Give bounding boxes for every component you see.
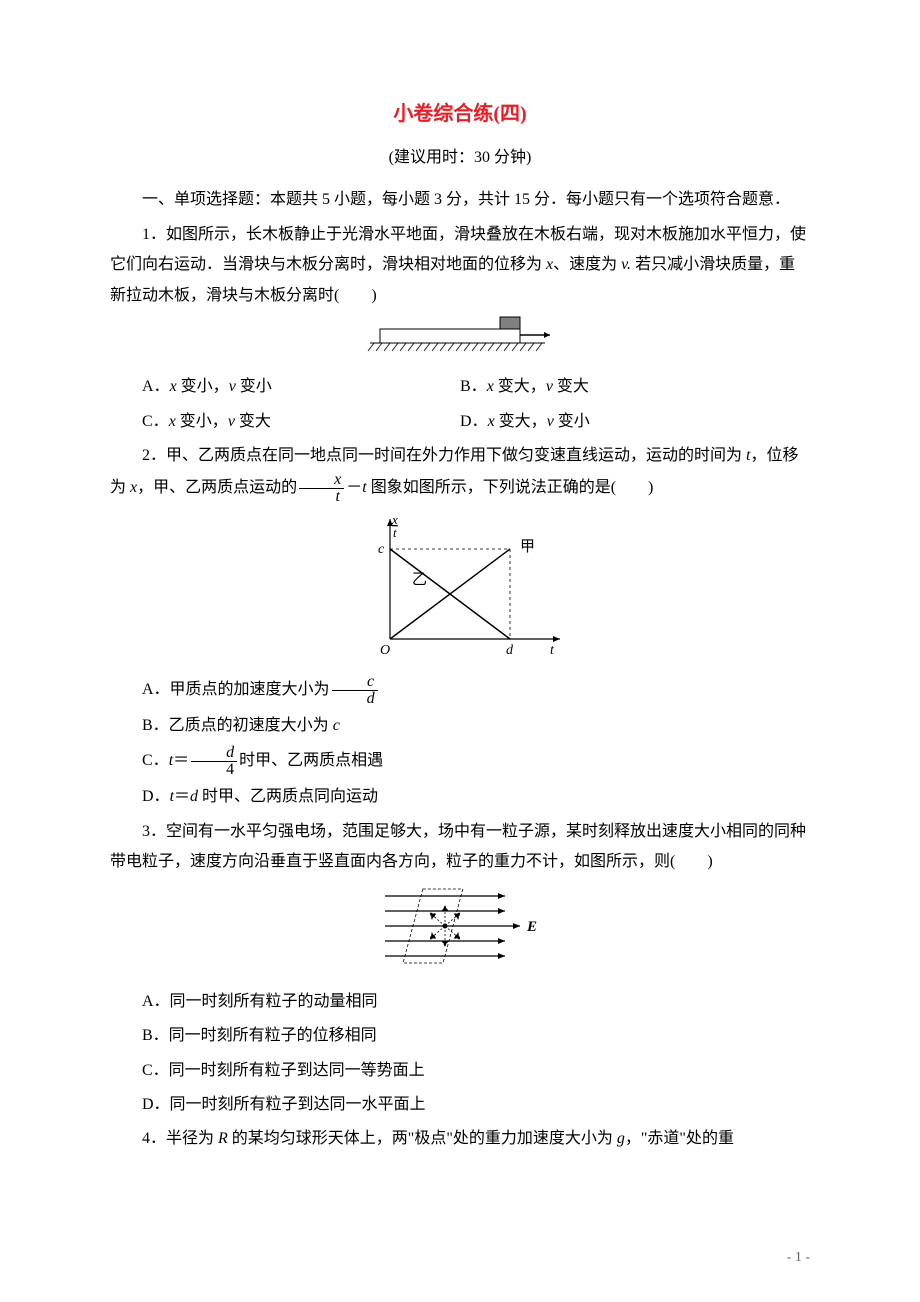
q2c-mid: ＝ [173, 752, 189, 769]
q2d-pre: D． [142, 788, 170, 805]
q3-opt-b: B．同一时刻所有粒子的位移相同 [110, 1021, 810, 1051]
q1d-pre: D． [460, 413, 488, 430]
q3-svg: E [365, 881, 555, 971]
q3-figure: E [110, 881, 810, 982]
q1c-pre: C． [142, 413, 169, 430]
q4-t3: ，"赤道"处的重 [625, 1130, 734, 1147]
block-rect [500, 317, 520, 329]
label-c: c [378, 542, 385, 557]
q4-var-R: R [218, 1130, 228, 1147]
subtitle: (建议用时：30 分钟) [110, 143, 810, 173]
q3-opt-d: D．同一时刻所有粒子到达同一水平面上 [110, 1090, 810, 1120]
q1-opt-a: A．x 变小，v 变小 [110, 372, 460, 402]
q4-t1: 4．半径为 [142, 1130, 218, 1147]
q2-opt-c: C．t＝d4时甲、乙两质点相遇 [110, 745, 810, 778]
q2-t4: － [346, 479, 362, 496]
label-jia: 甲 [520, 539, 535, 555]
q1b-mid: 变大， [494, 378, 546, 395]
label-E: E [526, 919, 537, 935]
q1c-v2: v [228, 413, 235, 430]
q2c-pre: C． [142, 752, 169, 769]
label-d: d [506, 643, 514, 658]
q1a-v1: x [170, 378, 177, 395]
label-yi: 乙 [412, 572, 427, 588]
q1-opt-c: C．x 变小，v 变大 [110, 407, 460, 437]
q4-t2: 的某均匀球形天体上，两"极点"处的重力加速度大小为 [228, 1130, 617, 1147]
q2c-frac: d4 [191, 745, 237, 778]
title-text: 小卷综合练(四) [393, 103, 526, 125]
q2d-v2: d [190, 788, 198, 805]
q2-t1: 2．甲、乙两质点在同一地点同一时间在外力作用下做匀变速直线运动，运动的时间为 [142, 447, 746, 464]
q2a-pre: A．甲质点的加速度大小为 [142, 681, 330, 698]
q2a-frac: cd [332, 674, 378, 707]
q2b-var: c [333, 717, 340, 734]
xlabel: t [550, 643, 555, 658]
svg-text:t: t [393, 525, 397, 540]
section-intro: 一、单项选择题：本题共 5 小题，每小题 3 分，共计 15 分．每小题只有一个… [110, 185, 810, 215]
q4-var-g: g [617, 1130, 625, 1147]
question-2: 2．甲、乙两质点在同一地点同一时间在外力作用下做匀变速直线运动，运动的时间为 t… [110, 441, 810, 504]
q1d-v1: x [488, 413, 495, 430]
q3-opt-a: A．同一时刻所有粒子的动量相同 [110, 987, 810, 1017]
q2-t3: ，甲、乙两质点运动的 [137, 479, 297, 496]
q2-frac-num: x [299, 472, 344, 489]
q3-opt-c: C．同一时刻所有粒子到达同一等势面上 [110, 1056, 810, 1086]
q1a-end: 变小 [236, 378, 272, 395]
q2-opt-a: A．甲质点的加速度大小为cd [110, 674, 810, 707]
force-arrow-head [544, 332, 550, 338]
q2-figure: O c d t 甲 乙 x t [110, 509, 810, 670]
q1b-pre: B． [460, 378, 487, 395]
q1b-v2: v [546, 378, 553, 395]
q1b-end: 变大 [553, 378, 589, 395]
q1-opt-d: D．x 变大，v 变小 [460, 407, 810, 437]
q2-frac-den: t [299, 489, 344, 505]
q1d-v2: v [547, 413, 554, 430]
field-lines [385, 893, 520, 959]
q1-options-row-1: A．x 变小，v 变小 B．x 变大，v 变大 [110, 372, 810, 402]
q3-text: 3．空间有一水平匀强电场，范围足够大，场中有一粒子源，某时刻释放出速度大小相同的… [110, 823, 806, 870]
q1-options-row-2: C．x 变小，v 变大 D．x 变大，v 变小 [110, 407, 810, 437]
q2d-end: 时甲、乙两质点同向运动 [198, 788, 378, 805]
q1-text-2: 、速度为 [553, 256, 621, 273]
q1a-mid: 变小， [177, 378, 229, 395]
q1a-v2: v [229, 378, 236, 395]
label-O: O [380, 643, 390, 658]
q2a-num: c [332, 674, 378, 691]
q1-figure [110, 315, 810, 368]
q2d-mid: ＝ [174, 788, 190, 805]
q2-opt-b: B．乙质点的初速度大小为 c [110, 711, 810, 741]
q1-svg [360, 315, 560, 357]
page-number: - 1 - [787, 1245, 810, 1272]
q1-opt-b: B．x 变大，v 变大 [460, 372, 810, 402]
q1b-v1: x [487, 378, 494, 395]
q2c-den: 4 [191, 762, 237, 778]
ground-hatch [368, 343, 545, 351]
q1-var-v: v. [621, 256, 631, 273]
q1c-mid: 变小， [176, 413, 228, 430]
q1c-end: 变大 [235, 413, 271, 430]
q1c-v1: x [169, 413, 176, 430]
q1d-mid: 变大， [495, 413, 547, 430]
section-intro-text: 一、单项选择题：本题共 5 小题，每小题 3 分，共计 15 分．每小题只有一个… [142, 191, 790, 208]
page-title: 小卷综合练(四) [110, 95, 810, 133]
board-rect [380, 329, 520, 343]
q1d-end: 变小 [554, 413, 590, 430]
ylabel-frac: x t [391, 512, 398, 540]
q2-svg: O c d t 甲 乙 x t [350, 509, 570, 659]
question-1: 1．如图所示，长木板静止于光滑水平地面，滑块叠放在木板右端，现对木板施加水平恒力… [110, 220, 810, 311]
x-axis-arrow [553, 636, 560, 642]
question-4: 4．半径为 R 的某均匀球形天体上，两"极点"处的重力加速度大小为 g，"赤道"… [110, 1124, 810, 1154]
q2a-den: d [332, 691, 378, 707]
q2c-end: 时甲、乙两质点相遇 [239, 752, 383, 769]
q2-t5: 图象如图所示，下列说法正确的是( ) [367, 479, 654, 496]
q1a-pre: A． [142, 378, 170, 395]
question-3: 3．空间有一水平匀强电场，范围足够大，场中有一粒子源，某时刻释放出速度大小相同的… [110, 817, 810, 878]
q2c-num: d [191, 745, 237, 762]
q2b-pre: B．乙质点的初速度大小为 [142, 717, 333, 734]
q2-frac: xt [299, 472, 344, 505]
q2-opt-d: D．t＝d 时甲、乙两质点同向运动 [110, 782, 810, 812]
